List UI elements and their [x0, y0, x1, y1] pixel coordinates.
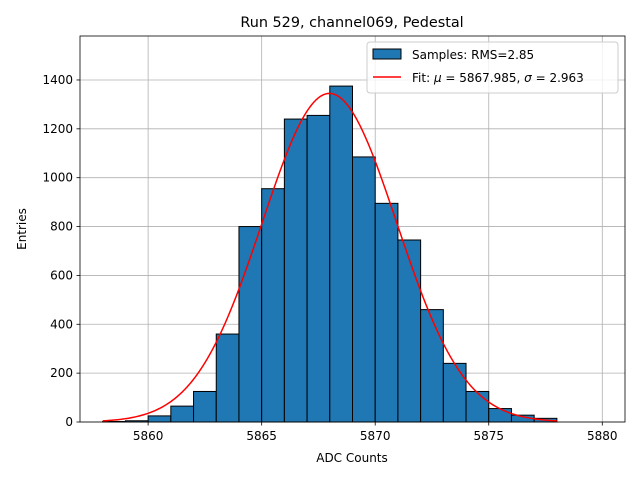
chart-title: Run 529, channel069, Pedestal	[240, 15, 463, 31]
histogram-bar	[261, 188, 285, 423]
x-axis-label: ADC Counts	[316, 451, 388, 465]
histogram-bar	[283, 118, 308, 423]
y-tick-label: 200	[50, 366, 73, 380]
legend: Samples: RMS=2.85 Fit: μ = 5867.985, σ =…	[366, 41, 619, 94]
y-tick-label: 1000	[42, 171, 73, 185]
histogram-bar	[397, 239, 422, 423]
y-tick-label: 1200	[42, 122, 73, 136]
x-axis-ticks: 5860 5865 5870 5875 5880	[133, 422, 618, 443]
legend-frame	[366, 41, 619, 94]
histogram-bar	[488, 408, 512, 423]
legend-samples-swatch	[372, 48, 402, 60]
histogram-bar	[374, 202, 399, 423]
y-tick-label: 800	[50, 220, 73, 234]
histogram-bar	[170, 405, 195, 423]
histogram-bar	[329, 85, 353, 423]
x-tick-label: 5880	[587, 429, 618, 443]
histogram-bar	[442, 362, 467, 423]
legend-fit-label: Fit: μ = 5867.985, σ = 2.963	[412, 71, 584, 85]
y-tick-label: 600	[50, 268, 73, 282]
x-tick-label: 5865	[246, 429, 277, 443]
y-axis-label: Entries	[15, 208, 29, 250]
histogram-bar	[352, 156, 376, 423]
y-tick-label: 400	[50, 317, 73, 331]
histogram-bar	[306, 114, 331, 423]
histogram-bar	[465, 390, 490, 423]
x-tick-label: 5870	[360, 429, 391, 443]
y-tick-label: 0	[65, 415, 73, 429]
histogram-bar	[147, 415, 172, 423]
histogram-bar	[420, 309, 444, 423]
plot-frame	[79, 35, 626, 423]
y-axis-ticks: 0 200 400 600 800 1000 1200 1400	[42, 73, 80, 429]
x-tick-label: 5875	[473, 429, 504, 443]
y-tick-label: 1400	[42, 73, 73, 87]
histogram-bar	[215, 333, 240, 423]
x-tick-label: 5860	[133, 429, 164, 443]
legend-samples-label: Samples: RMS=2.85	[412, 48, 534, 62]
gaussian-fit-line	[102, 92, 557, 422]
histogram-bar	[193, 390, 217, 423]
